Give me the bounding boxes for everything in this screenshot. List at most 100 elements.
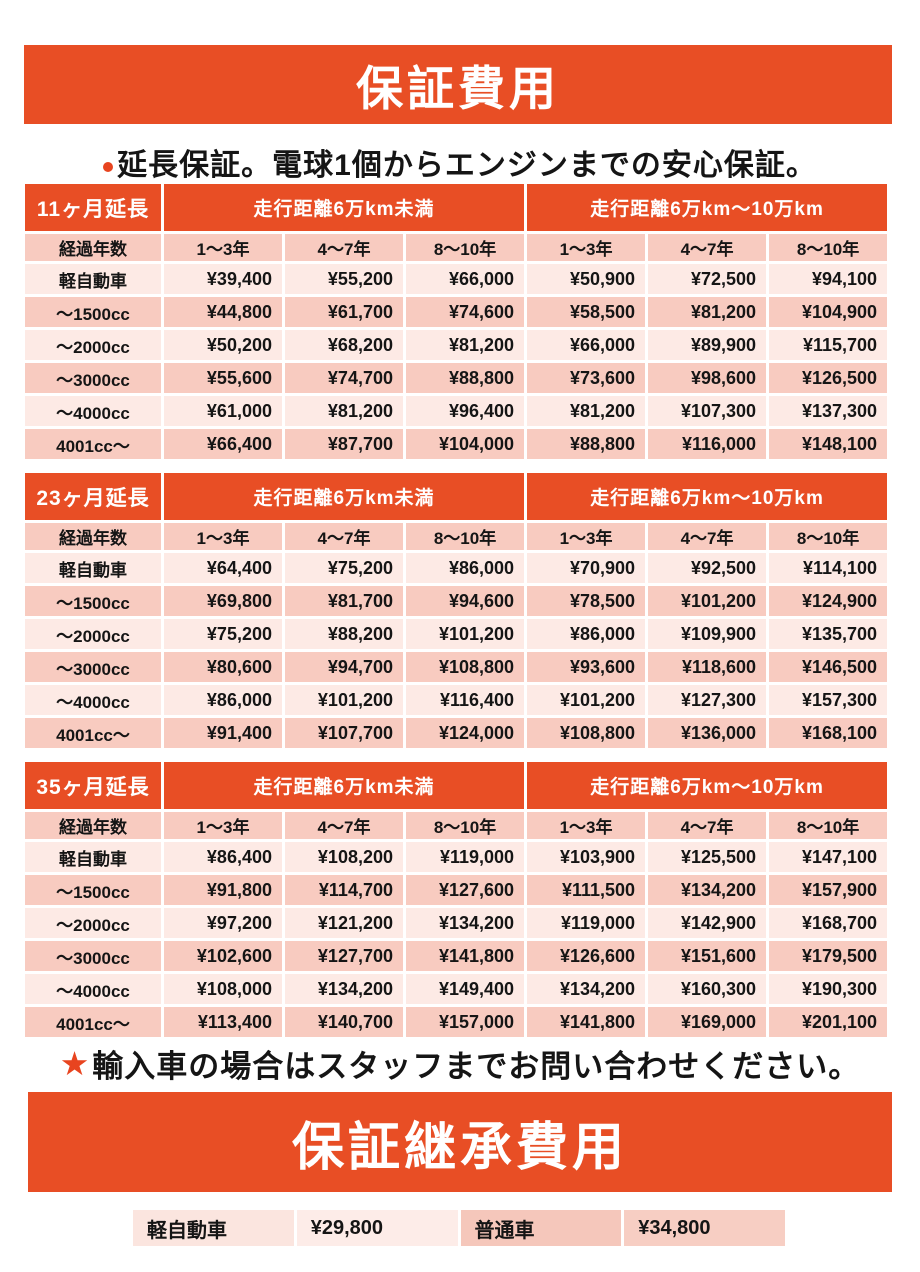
price-cell: ¥134,200: [648, 875, 767, 905]
price-cell: ¥55,600: [164, 363, 282, 393]
price-cell: ¥93,600: [527, 652, 646, 682]
price-cell: ¥124,000: [406, 718, 525, 748]
table-header-row: 23ヶ月延長 走行距離6万km未満 走行距離6万km～10万km: [25, 473, 888, 520]
table-row: 軽自動車 ¥39,400 ¥55,200 ¥66,000 ¥50,900 ¥72,500 ¥…: [25, 264, 888, 294]
vehicle-class-label: ～4000cc: [25, 685, 161, 715]
price-cell: ¥81,200: [285, 396, 403, 426]
price-cell: ¥127,600: [406, 875, 525, 905]
price-cell: ¥134,200: [406, 908, 525, 938]
year-range-header: 4～7年: [285, 812, 403, 839]
price-cell: ¥44,800: [164, 297, 282, 327]
price-cell: ¥81,200: [648, 297, 767, 327]
price-cell: ¥111,500: [527, 875, 646, 905]
year-range-header: 8～10年: [769, 523, 888, 550]
price-cell: ¥116,400: [406, 685, 525, 715]
column-header-row: 経過年数 1～3年 4～7年 8～10年 1～3年 4～7年 8～10年: [25, 234, 888, 261]
table-row: ～3000cc ¥55,600 ¥74,700 ¥88,800 ¥73,600 ¥98,6…: [25, 363, 888, 393]
mileage-group-header: 走行距離6万km未満: [164, 184, 525, 231]
vehicle-class-label: ～4000cc: [25, 974, 161, 1004]
price-cell: ¥68,200: [285, 330, 403, 360]
price-cell: ¥104,900: [769, 297, 888, 327]
price-cell: ¥86,000: [164, 685, 282, 715]
price-cell: ¥118,600: [648, 652, 767, 682]
price-cell: ¥91,400: [164, 718, 282, 748]
price-cell: ¥61,700: [285, 297, 403, 327]
vehicle-class-label: 4001cc～: [25, 1007, 161, 1037]
page-title: 保証費用: [356, 62, 560, 115]
price-cell: ¥148,100: [769, 429, 888, 459]
vehicle-class-label: ～3000cc: [25, 652, 161, 682]
price-cell: ¥114,100: [769, 553, 888, 583]
price-cell: ¥94,600: [406, 586, 525, 616]
price-cell: ¥115,700: [769, 330, 888, 360]
price-cell: ¥61,000: [164, 396, 282, 426]
vehicle-class-label: 軽自動車: [25, 553, 161, 583]
price-cell: ¥141,800: [406, 941, 525, 971]
price-cell: ¥201,100: [769, 1007, 888, 1037]
price-cell: ¥134,200: [285, 974, 403, 1004]
table-row: ～3000cc ¥80,600 ¥94,700 ¥108,800 ¥93,600 ¥118…: [25, 652, 888, 682]
elapsed-years-label: 経過年数: [25, 812, 161, 839]
vehicle-class-label: ～2000cc: [25, 908, 161, 938]
title-banner: 保証費用: [24, 45, 892, 124]
subtitle-text: 延長保証。電球1個からエンジンまでの安心保証。: [117, 149, 817, 182]
table-row: ～4000cc ¥108,000 ¥134,200 ¥149,400 ¥134,200 ¥…: [25, 974, 888, 1004]
succession-table: 軽自動車 ¥29,800 普通車 ¥34,800: [133, 1210, 785, 1246]
price-cell: ¥81,700: [285, 586, 403, 616]
year-range-header: 4～7年: [648, 523, 767, 550]
price-cell: ¥97,200: [164, 908, 282, 938]
succession-label-kei: 軽自動車: [133, 1210, 294, 1246]
price-cell: ¥101,200: [285, 685, 403, 715]
price-cell: ¥75,200: [285, 553, 403, 583]
table-row: ～4000cc ¥61,000 ¥81,200 ¥96,400 ¥81,200 ¥107,…: [25, 396, 888, 426]
price-cell: ¥146,500: [769, 652, 888, 682]
table-row: ～1500cc ¥91,800 ¥114,700 ¥127,600 ¥111,500 ¥1…: [25, 875, 888, 905]
import-car-note-text: 輸入車の場合はスタッフまでお問い合わせください。: [92, 1048, 861, 1084]
vehicle-class-label: 軽自動車: [25, 264, 161, 294]
price-cell: ¥88,800: [527, 429, 646, 459]
table-header-row: 35ヶ月延長 走行距離6万km未満 走行距離6万km～10万km: [25, 762, 888, 809]
bullet-icon: [103, 162, 114, 172]
price-cell: ¥126,500: [769, 363, 888, 393]
table-row: ～2000cc ¥97,200 ¥121,200 ¥134,200 ¥119,000 ¥1…: [25, 908, 888, 938]
price-cell: ¥169,000: [648, 1007, 767, 1037]
table-row: ～1500cc ¥44,800 ¥61,700 ¥74,600 ¥58,500 ¥81,2…: [25, 297, 888, 327]
table-row: 4001cc～ ¥113,400 ¥140,700 ¥157,000 ¥141,800 ¥…: [25, 1007, 888, 1037]
price-cell: ¥116,000: [648, 429, 767, 459]
mileage-group-header: 走行距離6万km～10万km: [527, 473, 888, 520]
price-cell: ¥125,500: [648, 842, 767, 872]
price-cell: ¥136,000: [648, 718, 767, 748]
price-cell: ¥69,800: [164, 586, 282, 616]
import-car-note: ★ 輸入車の場合はスタッフまでお問い合わせください。: [0, 1041, 920, 1085]
price-cell: ¥108,800: [406, 652, 525, 682]
price-cell: ¥108,800: [527, 718, 646, 748]
table-row: 4001cc～ ¥66,400 ¥87,700 ¥104,000 ¥88,800 ¥116…: [25, 429, 888, 459]
price-cell: ¥91,800: [164, 875, 282, 905]
price-cell: ¥124,900: [769, 586, 888, 616]
price-cell: ¥94,700: [285, 652, 403, 682]
succession-title: 保証継承費用: [291, 1118, 628, 1177]
table-row: 軽自動車 ¥64,400 ¥75,200 ¥86,000 ¥70,900 ¥92,500 ¥…: [25, 553, 888, 583]
year-range-header: 4～7年: [285, 234, 403, 261]
extension-period-title: 23ヶ月延長: [25, 473, 161, 520]
price-cell: ¥142,900: [648, 908, 767, 938]
price-cell: ¥107,300: [648, 396, 767, 426]
elapsed-years-label: 経過年数: [25, 523, 161, 550]
succession-price-standard: ¥34,800: [624, 1210, 785, 1246]
price-cell: ¥108,200: [285, 842, 403, 872]
year-range-header: 4～7年: [285, 523, 403, 550]
vehicle-class-label: ～2000cc: [25, 619, 161, 649]
extension-period-title: 35ヶ月延長: [25, 762, 161, 809]
price-cell: ¥190,300: [769, 974, 888, 1004]
year-range-header: 8～10年: [406, 812, 525, 839]
vehicle-class-label: 4001cc～: [25, 718, 161, 748]
price-cell: ¥58,500: [527, 297, 646, 327]
price-cell: ¥160,300: [648, 974, 767, 1004]
price-cell: ¥39,400: [164, 264, 282, 294]
mileage-group-header: 走行距離6万km～10万km: [527, 762, 888, 809]
table-row: 軽自動車 ¥86,400 ¥108,200 ¥119,000 ¥103,900 ¥125,…: [25, 842, 888, 872]
warranty-table-35-months: 35ヶ月延長 走行距離6万km未満 走行距離6万km～10万km 経過年数 1～3年 4～…: [22, 759, 890, 1040]
price-cell: ¥86,000: [406, 553, 525, 583]
price-cell: ¥108,000: [164, 974, 282, 1004]
mileage-group-header: 走行距離6万km未満: [164, 762, 525, 809]
